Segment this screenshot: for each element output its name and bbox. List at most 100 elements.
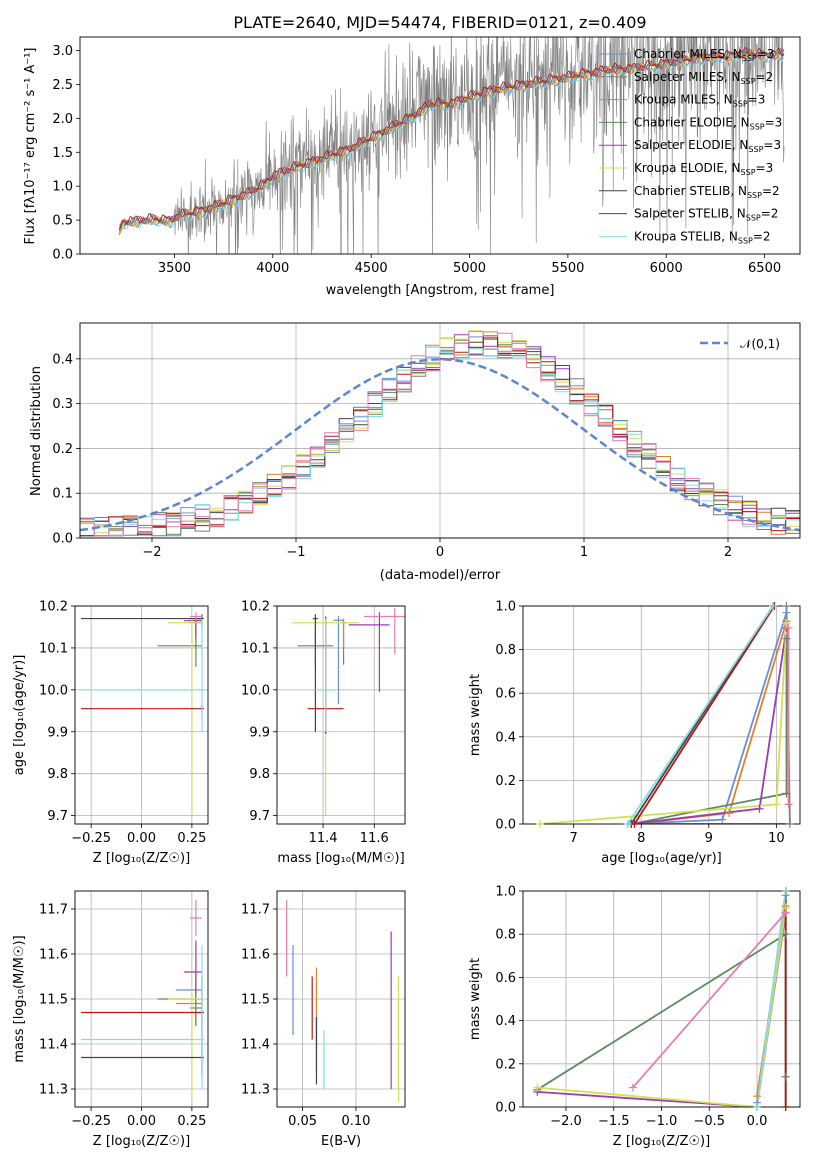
histogram-step-line [80,331,800,538]
y-tick-label: 0.8 [495,928,516,943]
y-tick-label: 10.0 [241,683,270,698]
weight-marker [784,623,793,632]
x-axis-label: age [log₁₀(age/yr)] [601,851,722,866]
y-tick-label: 11.6 [39,948,68,963]
y-tick-label: 10.2 [241,600,270,615]
legend-entry: Kroupa MILES, NSSP=3 [634,93,765,109]
legend-entry: Kroupa ELODIE, NSSP=3 [634,161,773,177]
y-tick-label: 11.6 [241,948,270,963]
x-tick-label: −1 [286,545,305,560]
x-axis-label: Z [log₁₀(Z/Z☉)] [93,851,190,866]
grid-lines [277,891,405,1107]
plot-area [81,900,204,1098]
weight-vs-metallicity-panel: −2.0 −1.5 −1.0 −0.5 0.0 0.0 0.2 0.4 0.6 0.8 1.0 Z [… [468,885,801,1149]
weight-marker [768,602,777,610]
y-tick-label: 0.0 [495,818,516,833]
figure-title: PLATE=2640, MJD=54474, FIBERID=0121, z=0… [233,13,646,32]
x-tick-label: 0.0 [747,1114,768,1129]
y-tick-label: 0.4 [495,1014,516,1029]
x-tick-label: 4000 [256,261,289,276]
weight-marker [725,809,734,818]
plot-area [292,608,405,816]
x-tick-label: 9 [705,831,713,846]
x-tick-label: 3500 [158,261,191,276]
x-axis-label: Z [log₁₀(Z/Z☉)] [613,1134,710,1149]
grid-lines [75,605,208,824]
y-tick-label: 11.7 [39,903,68,918]
y-tick-label: 1.5 [52,146,73,161]
plot-area [286,900,400,1103]
weight-marker [535,820,544,828]
weight-marker [782,602,791,610]
x-tick-label: 0.10 [341,1114,370,1129]
y-tick-label: 0.6 [495,971,516,986]
x-tick-label: 1 [580,545,588,560]
y-tick-label: 11.5 [39,993,68,1008]
legend-count: =2 [753,229,771,243]
x-tick-label: 4500 [355,261,388,276]
y-tick-label: 0.4 [52,352,73,367]
mass-vs-reddening-panel: 0.05 0.10 11.3 11.4 11.5 11.6 11.7 E(B-V) [241,890,406,1149]
legend-count: =3 [748,93,766,107]
axes-frame [74,890,209,1108]
legend-subscript: SSP [747,191,762,200]
axes-frame [276,890,406,1108]
y-tick-label: 11.4 [39,1038,68,1053]
axes-frame [79,322,801,539]
weight-marker [781,1072,790,1081]
x-axis-label: wavelength [Angstrom, rest frame] [326,283,555,298]
spectrum-model-line [118,48,785,231]
y-axis-label: Flux [fλ10⁻¹⁷ erg cm⁻² s⁻¹ A⁻¹] [23,48,38,245]
spectrum-panel: 3500 4000 4500 5000 5500 6000 6500 0.0 0.5 1.0 1.5… [23,36,801,298]
spectrum-model-line [119,47,785,229]
weight-marker [772,800,781,809]
age-vs-metallicity-panel: −0.25 0.00 0.25 9.7 9.8 9.9 10.0 10.1 10.2 Z [log… [12,600,209,866]
y-axis-label: mass [log₁₀(M/M☉)] [12,935,27,1062]
x-tick-label: 0.25 [177,831,206,846]
weight-marker [630,820,639,828]
y-tick-label: 9.9 [249,725,270,740]
legend-subscript: SSP [746,214,761,223]
x-axis-label: Z [log₁₀(Z/Z☉)] [93,1134,190,1149]
legend-subscript: SSP [741,77,756,86]
y-tick-label: 0.2 [52,442,73,457]
y-tick-label: 0.3 [52,397,73,412]
y-tick-label: 0.5 [52,214,73,229]
y-axis-label: age [log₁₀(age/yr)] [12,655,27,776]
y-tick-label: 10.2 [39,600,68,615]
weight-marker [781,1103,790,1111]
grid-lines [523,890,800,1108]
y-axis-label: mass weight [468,958,483,1040]
y-tick-label: 0.1 [52,487,73,502]
axes-frame [522,890,801,1108]
weight-marker [718,815,727,824]
y-tick-label: 10.1 [39,641,68,656]
weight-marker [753,1092,762,1101]
y-tick-label: 0.6 [495,687,516,702]
x-axis-label: mass [log₁₀(M/M☉)] [277,851,404,866]
legend-count: =2 [756,70,774,84]
x-tick-label: 7 [570,831,578,846]
x-tick-label: 5000 [453,261,486,276]
weight-line [634,621,788,824]
weight-marker [784,800,793,809]
y-tick-label: 0.0 [52,248,73,263]
x-tick-label: −0.5 [693,1114,725,1129]
y-tick-label: 1.0 [495,600,516,615]
axes-frame [522,605,801,825]
axes-frame [79,36,801,255]
x-axis-label: E(B-V) [321,1134,361,1149]
x-tick-label: 10 [768,831,785,846]
legend-count: =3 [763,138,781,152]
y-tick-label: 0.4 [495,730,516,745]
weight-vs-age-panel: 7 8 9 10 0.0 0.2 0.4 0.6 0.8 1.0 age [log₁₀(age/yr… [468,600,801,866]
legend-subscript: SSP [741,168,756,177]
legend-entry: 𝒩(0,1) [740,337,780,351]
x-tick-label: 0 [436,545,444,560]
y-tick-label: 0.2 [495,774,516,789]
legend: Chabrier MILES, NSSP=3 Salpeter MILES, NS… [599,47,782,245]
y-tick-label: 0.2 [495,1057,516,1072]
legend-subscript: SSP [748,145,763,154]
x-tick-label: −2 [142,545,161,560]
